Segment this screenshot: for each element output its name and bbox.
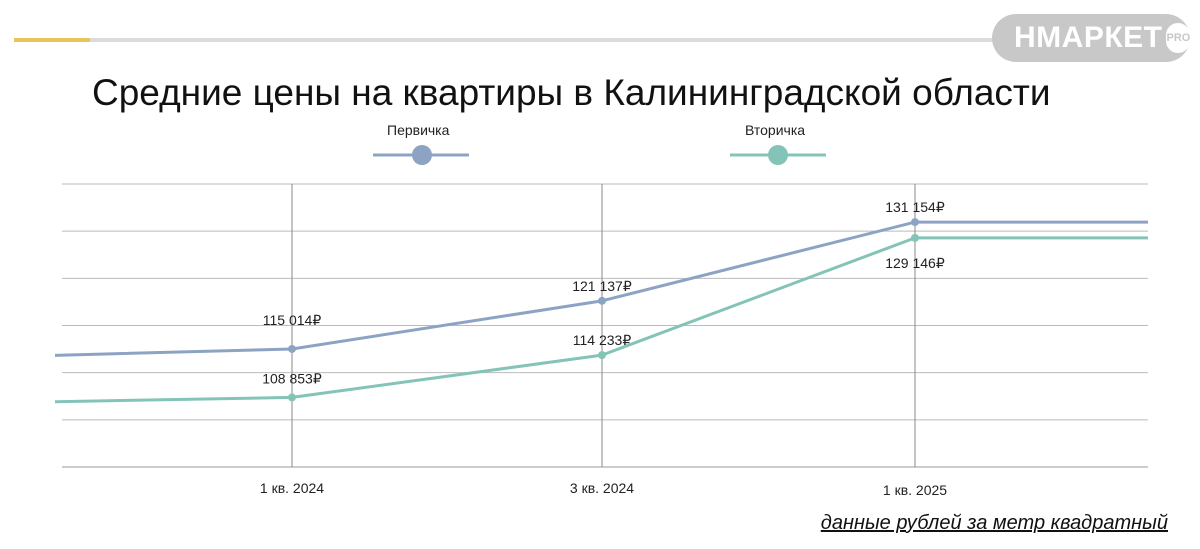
data-label-primary: 115 014₽	[263, 312, 322, 328]
data-label-primary: 121 137₽	[572, 278, 632, 294]
data-point-secondary	[598, 351, 606, 360]
data-label-secondary: 108 853₽	[262, 370, 322, 386]
legend	[373, 145, 826, 165]
chart-title: Средние цены на квартиры в Калининградск…	[92, 72, 1051, 113]
legend-label-primary: Первичка	[387, 122, 450, 138]
brand-name: НМАРКЕТ	[1014, 21, 1163, 54]
data-point-secondary	[911, 233, 919, 242]
units-footnote: данные рублей за метр квадратный	[820, 512, 1168, 534]
data-labels: 115 014₽ 121 137₽ 131 154₽ 108 853₽ 114 233₽…	[262, 199, 945, 386]
grid	[62, 183, 1148, 468]
header-divider	[14, 38, 1014, 42]
data-label-secondary: 129 146₽	[885, 255, 945, 271]
brand-logo[interactable]: НМАРКЕТ PRO	[992, 14, 1191, 62]
legend-label-secondary: Вторичка	[745, 122, 806, 138]
series-lines	[54, 218, 1148, 404]
data-point-secondary	[288, 393, 296, 402]
x-tick-label: 1 кв. 2024	[260, 480, 324, 496]
legend-marker-secondary	[768, 145, 788, 165]
x-tick-label: 1 кв. 2025	[883, 482, 947, 498]
x-axis-ticks: 1 кв. 2024 3 кв. 2024 1 кв. 2025	[260, 480, 947, 498]
data-label-secondary: 114 233₽	[573, 332, 632, 348]
header-accent	[14, 38, 90, 42]
data-point-primary	[598, 296, 606, 305]
x-tick-label: 3 кв. 2024	[570, 480, 634, 496]
data-point-primary	[288, 344, 296, 353]
legend-marker-primary	[412, 145, 432, 165]
data-label-primary: 131 154₽	[885, 199, 945, 215]
data-point-primary	[911, 218, 919, 227]
brand-badge: PRO	[1166, 23, 1191, 53]
